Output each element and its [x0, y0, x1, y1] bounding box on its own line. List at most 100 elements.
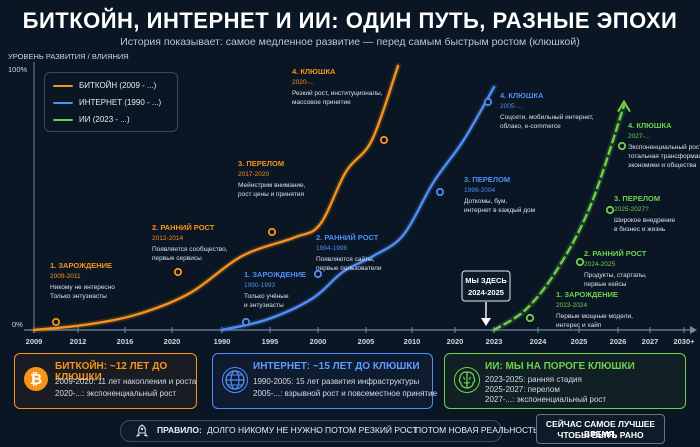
phase-marker-internet — [241, 317, 251, 327]
rule-bar: ПРАВИЛО: ДОЛГО НИКОМУ НЕ НУЖНО → ПОТОМ Р… — [120, 420, 539, 442]
phase-text-bitcoin: рост цены и принятия — [238, 191, 305, 198]
x-tick-label: 2025 — [571, 337, 588, 346]
globe-icon-svg — [225, 370, 245, 390]
phase-text-internet: интернет в каждый дом — [464, 206, 536, 214]
internet-card-line-2: 2005-...: взрывной рост и повсеместное п… — [253, 389, 438, 398]
phase-text-internet: облако, e-commerce — [500, 122, 561, 130]
rule-step-3: ПОТОМ НОВАЯ РЕАЛЬНОСТЬ — [415, 425, 539, 435]
phase-text-ai: Первые мощные модели, — [556, 313, 633, 320]
phase-text-bitcoin: Никому не интересно — [50, 284, 115, 291]
phase-years-ai: 2027-... — [628, 133, 650, 140]
bitcoin-summary-card: ₿ БИТКОЙН: ~12 ЛЕТ ДО КЛЮШКИ 2009-2020: … — [14, 353, 197, 409]
x-tick-label: 2020 — [447, 337, 464, 346]
phase-years-ai: 2025-2027? — [614, 206, 649, 213]
phase-text-bitcoin: Появляется сообщество, — [152, 245, 228, 253]
phase-title-internet: 3. ПЕРЕЛОМ — [464, 175, 510, 184]
y-tick-label: 100% — [8, 65, 28, 74]
y-axis-label: УРОВЕНЬ РАЗВИТИЯ / ВЛИЯНИЯ — [8, 52, 129, 61]
legend-label-bitcoin: БИТКОЙН (2009 - ...) — [79, 81, 157, 90]
phase-text-ai: экономики и общества — [628, 161, 697, 169]
phase-title-internet: 1. ЗАРОЖДЕНИЕ — [244, 270, 306, 279]
phase-text-bitcoin: первые сервисы — [152, 255, 202, 262]
phase-marker-ai — [575, 257, 585, 267]
x-tick-label: 2009 — [26, 337, 43, 346]
internet-card-title: ИНТЕРНЕТ: ~15 ЛЕТ ДО КЛЮШКИ — [253, 361, 420, 372]
phase-text-ai: Экспоненциальный рост, — [628, 143, 700, 151]
rule-arrow-2: → — [403, 425, 412, 435]
x-tick-label: 2027 — [642, 337, 659, 346]
phase-text-bitcoin: Только энтузиасты — [50, 293, 107, 300]
we-are-here-label: МЫ ЗДЕСЬ — [465, 276, 507, 285]
phase-title-internet: 4. КЛЮШКА — [500, 91, 544, 100]
ai-card-line-3: 2027-...: экспоненциальный рост — [485, 395, 607, 404]
phase-years-bitcoin: 2009-2011 — [50, 273, 81, 280]
phase-years-bitcoin: 2012-2014 — [152, 235, 183, 242]
ai-card-line-1: 2023-2025: ранняя стадия — [485, 375, 582, 384]
phase-text-internet: Только учёные — [244, 293, 289, 300]
phase-title-bitcoin: 1. ЗАРОЖДЕНИЕ — [50, 261, 112, 270]
rocket-icon — [135, 424, 149, 437]
phase-text-internet: и энтузиасты — [244, 302, 284, 309]
phase-marker-ai — [617, 141, 627, 151]
chart-legend: БИТКОЙН (2009 - ...) ИНТЕРНЕТ (1990 - ..… — [44, 72, 178, 132]
x-tick-label: 2012 — [70, 337, 87, 346]
cta-line-2: ЧТОБЫ БЫТЬ РАНО — [557, 430, 644, 440]
phase-title-internet: 2. РАННИЙ РОСТ — [316, 233, 379, 242]
x-tick-label: 2010 — [404, 337, 421, 346]
x-tick-label: 2005 — [358, 337, 375, 346]
rule-arrow-1: → — [313, 425, 322, 435]
phase-marker-internet — [483, 97, 493, 107]
phase-marker-internet — [313, 269, 323, 279]
phase-text-internet: Соцсети, мобильный интернет, — [500, 113, 594, 121]
bitcoin-card-title: БИТКОЙН: ~12 ЛЕТ ДО КЛЮШКИ — [55, 361, 168, 383]
phase-text-bitcoin: массовое принятие — [292, 99, 351, 106]
legend-swatch-ai — [53, 118, 73, 121]
phase-marker-ai — [605, 205, 615, 215]
phase-marker-bitcoin — [267, 227, 277, 237]
x-tick-label: 2024 — [530, 337, 548, 346]
legend-item-internet: ИНТЕРНЕТ (1990 - ...) — [53, 98, 161, 107]
legend-item-bitcoin: БИТКОЙН (2009 - ...) — [53, 81, 156, 90]
x-tick-label: 2030+ — [673, 337, 695, 346]
phase-text-bitcoin: Резкий рост, институционалы, — [292, 89, 383, 97]
phase-marker-bitcoin — [173, 267, 183, 277]
rule-label: ПРАВИЛО: — [157, 425, 202, 435]
x-tick-label: 2000 — [310, 337, 327, 346]
phase-marker-bitcoin — [51, 317, 61, 327]
phase-years-ai: 2023-2024 — [556, 302, 587, 309]
we-are-here-arrowhead — [481, 318, 491, 326]
bitcoin-icon: ₿ — [24, 367, 48, 391]
phase-title-ai: 3. ПЕРЕЛОМ — [614, 194, 660, 203]
phase-text-ai: тотальная трансформация — [628, 153, 700, 160]
phase-marker-bitcoin — [379, 135, 389, 145]
series-line-bitcoin — [32, 64, 400, 332]
phase-text-ai: первые кейсы — [584, 280, 627, 288]
phase-years-bitcoin: 2017-2020 — [238, 171, 269, 178]
ai-card-title: ИИ: МЫ НА ПОРОГЕ КЛЮШКИ — [485, 361, 635, 372]
phase-years-internet: 1994-1998 — [316, 245, 347, 252]
legend-swatch-internet — [53, 101, 73, 104]
phase-title-ai: 1. ЗАРОЖДЕНИЕ — [556, 290, 618, 299]
brain-icon — [454, 367, 480, 393]
phase-text-ai: в бизнес и жизнь — [614, 225, 666, 233]
phase-text-ai: Продукты, стартапы, — [584, 272, 647, 279]
legend-item-ai: ИИ (2023 - ...) — [53, 115, 130, 124]
x-tick-label: 1990 — [214, 337, 231, 346]
bitcoin-card-line-2: 2020-...: экспоненциальный рост — [55, 389, 177, 398]
phase-title-bitcoin: 3. ПЕРЕЛОМ — [238, 159, 284, 168]
phase-text-bitcoin: Мейнстрим внимание, — [238, 181, 306, 189]
phase-marker-ai — [525, 313, 535, 323]
globe-icon — [222, 367, 248, 393]
x-tick-label: 2026 — [610, 337, 627, 346]
phase-years-internet: 1990-1993 — [244, 282, 275, 289]
x-tick-label: 1995 — [262, 337, 279, 346]
phase-title-bitcoin: 2. РАННИЙ РОСТ — [152, 223, 215, 232]
phase-years-ai: 2024-2025 — [584, 261, 615, 268]
phase-text-internet: Появляются сайты, — [316, 255, 375, 263]
phase-years-internet: 1999-2004 — [464, 187, 495, 194]
phase-years-internet: 2005-... — [500, 103, 522, 110]
ai-summary-card: ИИ: МЫ НА ПОРОГЕ КЛЮШКИ 2023-2025: рання… — [444, 353, 686, 409]
phase-marker-internet — [435, 187, 445, 197]
rule-step-1: ДОЛГО НИКОМУ НЕ НУЖНО — [207, 425, 323, 435]
page-title: БИТКОЙН, ИНТЕРНЕТ И ИИ: ОДИН ПУТЬ, РАЗНЫ… — [22, 8, 678, 33]
